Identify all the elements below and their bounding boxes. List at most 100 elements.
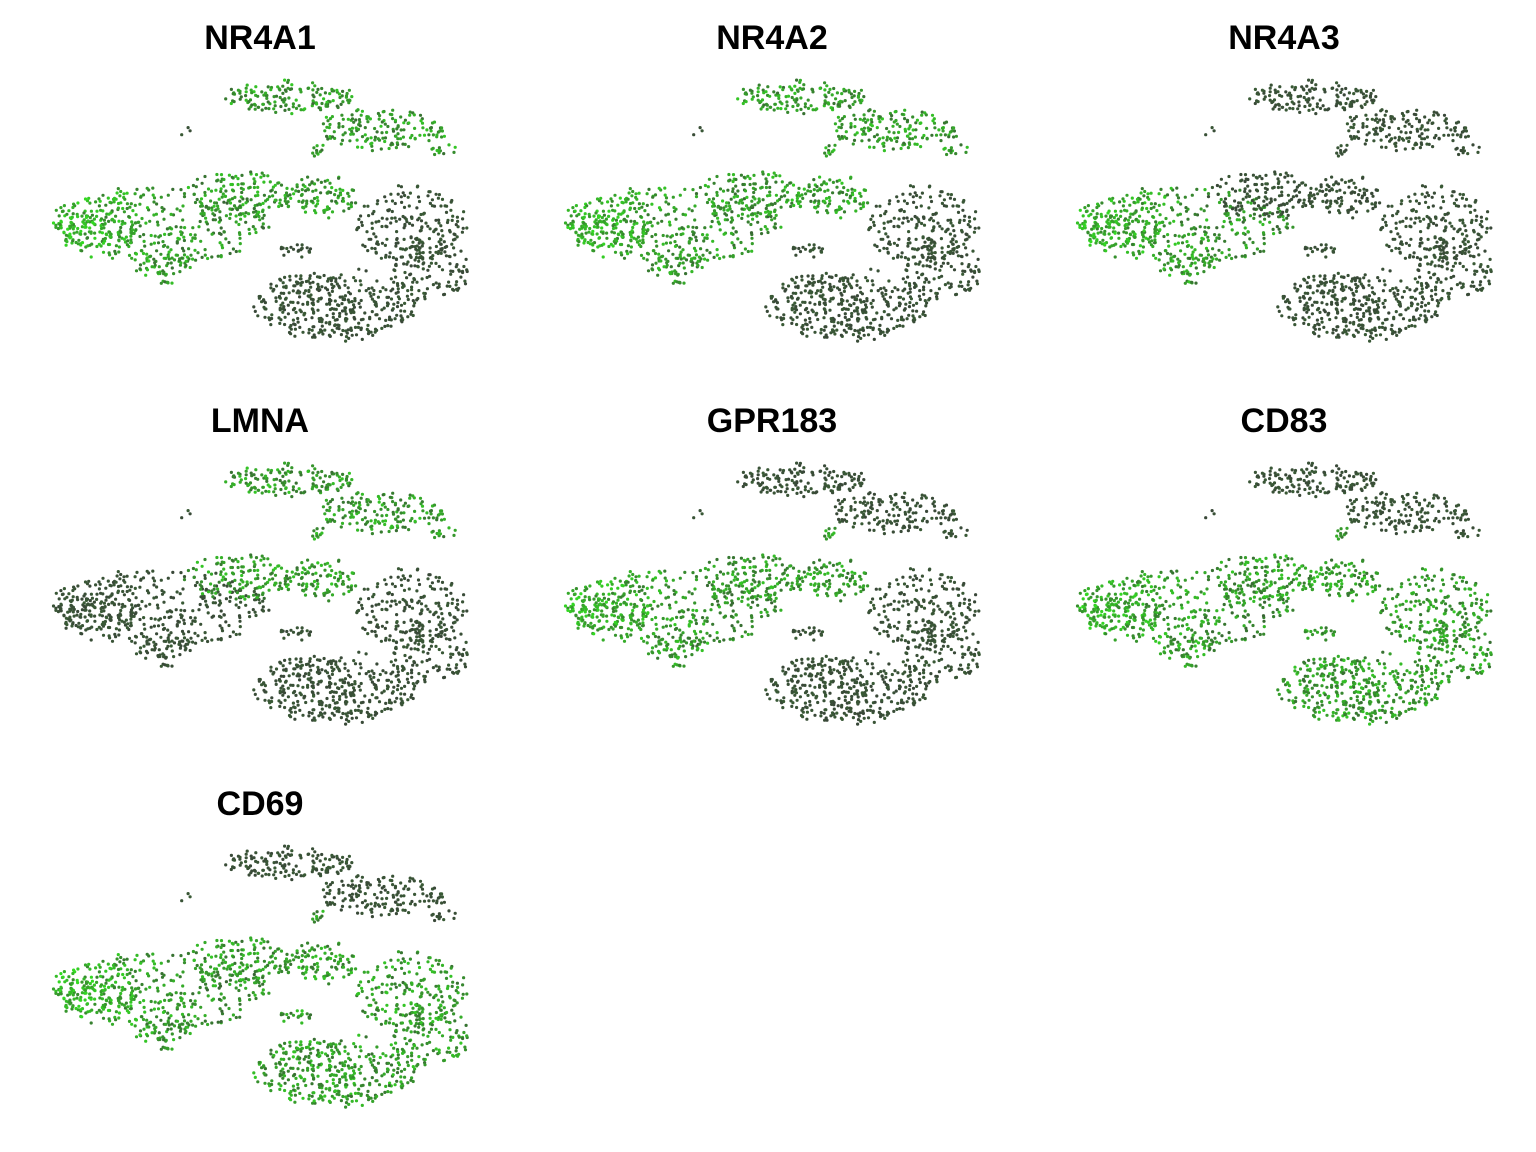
cell-point bbox=[262, 174, 266, 178]
cell-point bbox=[416, 195, 421, 199]
cell-point bbox=[925, 264, 929, 268]
cell-point bbox=[905, 317, 909, 321]
cell-point bbox=[1308, 103, 1312, 108]
cell-point bbox=[195, 177, 199, 181]
cell-point bbox=[418, 251, 422, 255]
cell-point bbox=[1463, 247, 1467, 251]
cell-point bbox=[928, 296, 932, 301]
cell-point bbox=[730, 241, 734, 245]
cell-point bbox=[797, 246, 801, 251]
cell-point bbox=[630, 194, 634, 198]
cell-point bbox=[442, 134, 446, 138]
cell-point bbox=[1469, 244, 1473, 249]
cell-point bbox=[1487, 282, 1492, 286]
cell-point bbox=[103, 222, 107, 226]
cell-point bbox=[297, 104, 301, 108]
cell-point bbox=[1413, 192, 1417, 196]
cell-point bbox=[1456, 204, 1461, 208]
cell-point bbox=[289, 300, 293, 304]
cell-point bbox=[739, 173, 743, 177]
cell-point bbox=[843, 286, 847, 290]
cell-point bbox=[614, 218, 618, 222]
cell-point bbox=[795, 297, 800, 301]
cell-point bbox=[750, 242, 754, 246]
cell-point bbox=[359, 113, 363, 117]
cell-point bbox=[1427, 270, 1431, 275]
cell-point bbox=[1358, 199, 1362, 204]
cell-point bbox=[203, 253, 207, 257]
cell-point bbox=[848, 194, 853, 198]
cell-point bbox=[765, 204, 769, 208]
cell-point bbox=[820, 295, 824, 299]
cell-point bbox=[1360, 194, 1365, 198]
cell-point bbox=[1449, 128, 1453, 132]
cell-point bbox=[581, 235, 585, 239]
cell-point bbox=[774, 305, 778, 309]
cell-point bbox=[296, 316, 300, 321]
cell-point bbox=[824, 154, 828, 158]
cell-point bbox=[1090, 227, 1094, 231]
cell-point bbox=[664, 213, 668, 217]
cell-point bbox=[1194, 281, 1198, 285]
cell-point bbox=[891, 147, 895, 151]
cell-point bbox=[1107, 222, 1111, 226]
cell-point bbox=[311, 151, 315, 155]
cell-point bbox=[193, 248, 197, 252]
cell-point bbox=[198, 219, 202, 224]
cell-point bbox=[282, 285, 286, 289]
cell-point bbox=[175, 240, 179, 244]
cell-point bbox=[1452, 227, 1456, 231]
cell-point bbox=[406, 195, 410, 199]
cell-point bbox=[1093, 235, 1097, 239]
cell-point bbox=[389, 297, 394, 301]
cell-point bbox=[335, 318, 339, 322]
cell-point bbox=[842, 186, 846, 190]
cell-point bbox=[880, 315, 884, 319]
cell-point bbox=[1351, 216, 1355, 220]
cell-point bbox=[403, 193, 407, 198]
cell-point bbox=[267, 195, 271, 199]
cell-point bbox=[1336, 146, 1340, 150]
cell-point bbox=[932, 244, 936, 248]
cell-point bbox=[1119, 244, 1123, 249]
cell-point bbox=[749, 222, 753, 227]
cell-point bbox=[167, 250, 171, 254]
cell-point bbox=[374, 313, 378, 317]
cell-point bbox=[315, 90, 319, 94]
cell-point bbox=[863, 309, 867, 313]
cell-point bbox=[1417, 216, 1421, 220]
cell-point bbox=[756, 90, 760, 94]
cell-point bbox=[1255, 92, 1259, 96]
cell-point bbox=[809, 199, 813, 203]
cell-point bbox=[1193, 261, 1197, 265]
cell-point bbox=[1298, 94, 1303, 98]
cell-point bbox=[915, 270, 919, 275]
cell-point bbox=[89, 255, 93, 259]
cell-point bbox=[1271, 227, 1275, 231]
cell-point bbox=[837, 205, 842, 209]
cell-point bbox=[949, 193, 953, 197]
cell-point bbox=[1410, 124, 1414, 129]
cell-point bbox=[1444, 240, 1448, 244]
cell-point bbox=[747, 208, 751, 212]
cell-point bbox=[226, 198, 231, 203]
cell-point bbox=[915, 193, 919, 198]
cell-point bbox=[465, 226, 469, 230]
cell-point bbox=[51, 221, 56, 225]
cell-point bbox=[440, 197, 445, 201]
cell-point bbox=[1268, 86, 1272, 90]
cell-point bbox=[807, 183, 811, 187]
cell-point bbox=[911, 309, 915, 313]
cell-point bbox=[130, 220, 134, 224]
cell-point bbox=[331, 286, 335, 290]
cell-point bbox=[1306, 100, 1310, 104]
cell-point bbox=[308, 183, 312, 187]
cell-point bbox=[687, 253, 692, 257]
cell-point bbox=[611, 224, 615, 228]
cell-point bbox=[1163, 195, 1167, 199]
cell-point bbox=[312, 182, 317, 186]
cell-point bbox=[1472, 262, 1476, 266]
cell-point bbox=[1277, 204, 1281, 208]
cell-point bbox=[1258, 220, 1262, 224]
cell-point bbox=[1336, 182, 1341, 186]
